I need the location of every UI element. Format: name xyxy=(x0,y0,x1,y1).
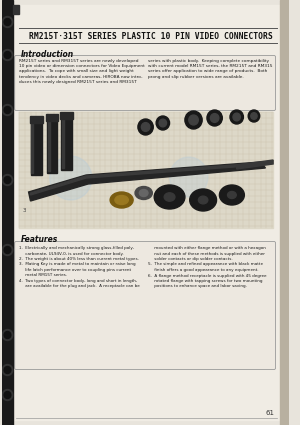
Circle shape xyxy=(4,366,11,374)
Text: mounted with either flange method or with a hexagon
     nut and each of these m: mounted with either flange method or wit… xyxy=(148,246,267,289)
FancyBboxPatch shape xyxy=(15,241,275,369)
Circle shape xyxy=(4,51,11,59)
Circle shape xyxy=(2,49,13,60)
Circle shape xyxy=(156,116,169,130)
Circle shape xyxy=(2,389,13,400)
Bar xyxy=(47,118,57,173)
Circle shape xyxy=(185,111,202,129)
Text: Introduction: Introduction xyxy=(21,50,74,59)
Circle shape xyxy=(2,244,13,255)
Circle shape xyxy=(210,113,219,122)
Circle shape xyxy=(2,17,13,28)
Ellipse shape xyxy=(190,189,217,211)
Bar xyxy=(48,120,50,171)
Circle shape xyxy=(2,329,13,340)
Bar xyxy=(280,0,290,425)
Ellipse shape xyxy=(198,196,208,204)
Ellipse shape xyxy=(154,185,185,209)
Ellipse shape xyxy=(164,193,175,201)
Circle shape xyxy=(248,110,260,122)
Text: Features: Features xyxy=(21,235,58,244)
Circle shape xyxy=(207,110,222,126)
Circle shape xyxy=(138,119,153,135)
Circle shape xyxy=(2,365,13,376)
Circle shape xyxy=(4,19,11,26)
Polygon shape xyxy=(28,162,266,201)
Circle shape xyxy=(4,332,11,338)
Polygon shape xyxy=(31,163,261,195)
Ellipse shape xyxy=(219,185,244,205)
Bar xyxy=(62,118,64,168)
Circle shape xyxy=(50,156,92,200)
Circle shape xyxy=(233,113,240,121)
Circle shape xyxy=(4,391,11,399)
Ellipse shape xyxy=(135,187,152,199)
Circle shape xyxy=(4,107,11,113)
Text: series with plastic body.  Keeping complete compatibility
with current model RM1: series with plastic body. Keeping comple… xyxy=(148,59,273,79)
Ellipse shape xyxy=(115,196,128,204)
Circle shape xyxy=(2,105,13,116)
Polygon shape xyxy=(237,160,273,169)
Text: 3: 3 xyxy=(23,208,26,213)
Circle shape xyxy=(4,246,11,253)
Circle shape xyxy=(230,110,243,124)
Circle shape xyxy=(159,119,167,127)
Ellipse shape xyxy=(110,192,133,208)
Text: 61: 61 xyxy=(265,410,274,416)
Ellipse shape xyxy=(227,192,236,198)
Text: 1.  Electrically and mechanically strong glass-filled poly-
     carbonate, UL94: 1. Electrically and mechanically strong … xyxy=(19,246,140,289)
Circle shape xyxy=(189,115,198,125)
Text: RM215T series and RM315T series are newly developed
10 pin video or dimension co: RM215T series and RM315T series are newl… xyxy=(19,59,145,84)
Text: RM215T·315T SERIES PLASTIC 10 PIN VIDEO CONNECTORS: RM215T·315T SERIES PLASTIC 10 PIN VIDEO … xyxy=(28,31,272,40)
Circle shape xyxy=(169,157,208,197)
Circle shape xyxy=(141,122,150,131)
Bar xyxy=(2,0,13,425)
Bar xyxy=(61,116,72,170)
Circle shape xyxy=(251,113,257,119)
Bar xyxy=(32,122,33,173)
Circle shape xyxy=(4,176,11,184)
Bar xyxy=(46,114,58,121)
Ellipse shape xyxy=(140,190,148,196)
Circle shape xyxy=(2,175,13,185)
Bar xyxy=(60,112,73,119)
Bar xyxy=(31,120,42,175)
Bar xyxy=(30,116,43,123)
Bar xyxy=(19,112,273,228)
Polygon shape xyxy=(13,5,19,14)
FancyBboxPatch shape xyxy=(15,56,275,110)
